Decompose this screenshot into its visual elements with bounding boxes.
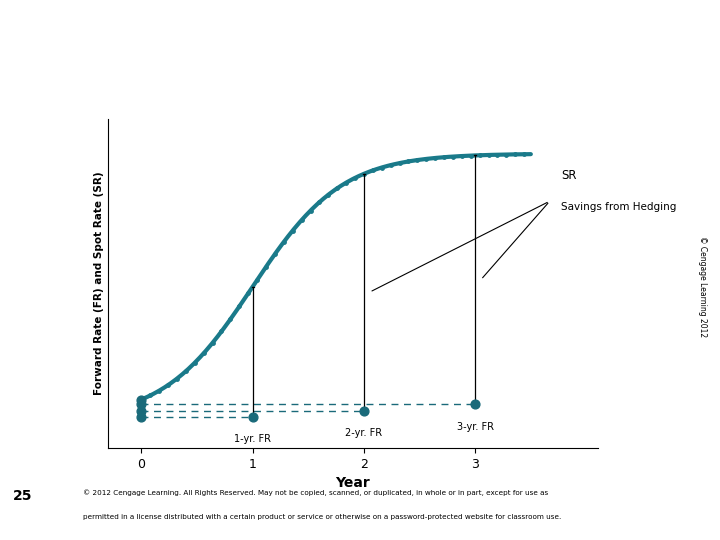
Text: SR: SR — [561, 170, 577, 183]
Point — [412, 156, 423, 164]
Point — [376, 163, 387, 172]
Point — [216, 327, 228, 336]
Point — [233, 302, 245, 311]
Point — [483, 151, 495, 159]
Y-axis label: Forward Rate (FR) and Spot Rate (SR): Forward Rate (FR) and Spot Rate (SR) — [94, 172, 104, 395]
Point — [323, 191, 334, 199]
Point — [456, 152, 467, 160]
Point — [394, 159, 405, 167]
Point — [135, 413, 147, 421]
Text: permitted in a license distributed with a certain product or service or otherwis: permitted in a license distributed with … — [83, 514, 561, 520]
Text: © Cengage Learning 2012: © Cengage Learning 2012 — [698, 235, 706, 337]
Point — [465, 151, 477, 160]
Point — [385, 161, 397, 170]
Point — [447, 152, 459, 161]
Point — [162, 381, 174, 389]
Point — [349, 173, 361, 182]
Point — [251, 276, 263, 285]
Point — [469, 400, 481, 409]
Point — [367, 166, 379, 175]
Point — [500, 150, 512, 159]
Point — [207, 339, 218, 347]
Point — [305, 206, 316, 215]
Point — [189, 359, 201, 367]
X-axis label: Year: Year — [336, 476, 370, 490]
Point — [260, 262, 271, 271]
Text: © 2012 Cengage Learning. All Rights Reserved. May not be copied, scanned, or dup: © 2012 Cengage Learning. All Rights Rese… — [83, 489, 548, 496]
Text: 3-yr. FR: 3-yr. FR — [456, 422, 494, 431]
Point — [247, 413, 258, 421]
Point — [180, 367, 192, 375]
Point — [331, 184, 343, 193]
Point — [269, 250, 281, 259]
Text: 25: 25 — [13, 489, 32, 503]
Point — [135, 395, 147, 404]
Text: Long-Term Hedging of Payables When the: Long-Term Hedging of Payables When the — [122, 17, 473, 36]
Point — [278, 238, 289, 246]
Point — [402, 157, 414, 166]
Point — [420, 154, 432, 163]
Point — [314, 198, 325, 206]
Point — [243, 289, 254, 298]
Point — [135, 406, 147, 415]
Text: Savings from Hedging: Savings from Hedging — [561, 202, 676, 212]
Point — [145, 391, 156, 400]
Point — [341, 178, 352, 187]
Point — [358, 406, 369, 415]
Point — [135, 400, 147, 409]
Point — [135, 395, 147, 404]
Point — [474, 151, 485, 160]
Text: 1-yr. FR: 1-yr. FR — [234, 434, 271, 444]
Point — [429, 154, 441, 163]
Point — [358, 170, 369, 178]
Point — [296, 216, 307, 225]
Point — [171, 374, 183, 383]
Point — [438, 153, 450, 161]
Point — [492, 151, 503, 159]
Point — [510, 150, 521, 159]
Point — [225, 315, 236, 323]
Text: Foreign Currency Is Appreciating: Foreign Currency Is Appreciating — [16, 70, 287, 88]
Point — [518, 150, 530, 159]
Point — [287, 226, 299, 235]
Point — [198, 349, 210, 357]
Text: Exhibit 11.11: Exhibit 11.11 — [16, 17, 139, 36]
Text: 2-yr. FR: 2-yr. FR — [346, 428, 382, 438]
Point — [153, 386, 165, 395]
